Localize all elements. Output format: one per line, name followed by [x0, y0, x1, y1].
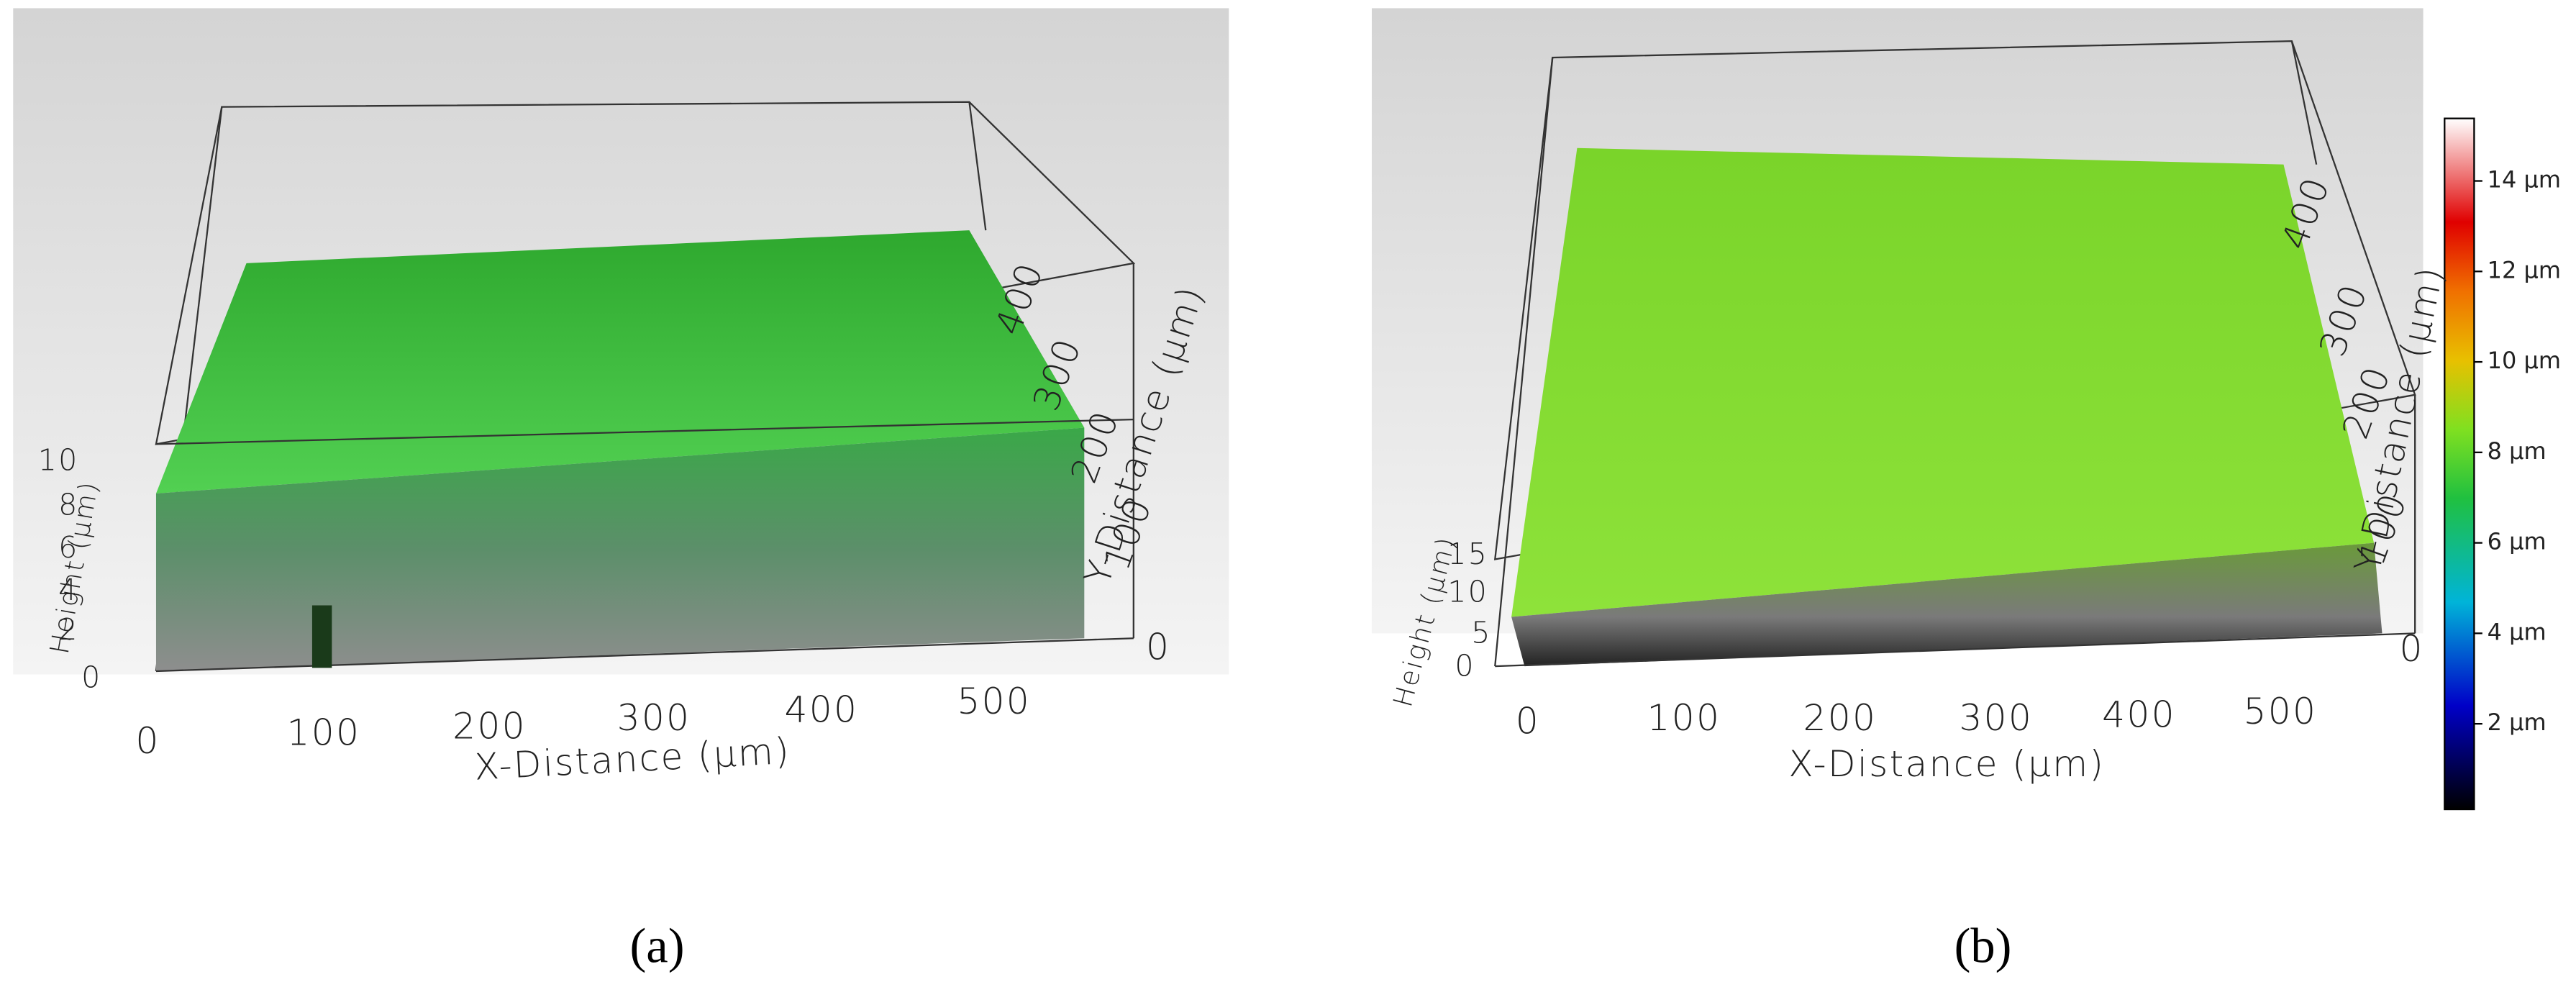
- panel-b-plot: [1371, 8, 2423, 668]
- x-tick-label: 300: [617, 696, 691, 739]
- z-tick-label: 0: [1455, 648, 1475, 683]
- y-tick-label: 0: [1146, 626, 1170, 668]
- z-tick-label: 15: [1447, 537, 1488, 571]
- x-tick-label: 200: [1803, 696, 1877, 739]
- z-tick-label: 10: [1447, 574, 1488, 609]
- x-tick-label: 0: [1516, 700, 1540, 742]
- z-tick-label: 5: [1471, 616, 1491, 650]
- x-tick-label: 0: [135, 719, 160, 762]
- x-tick-label: 100: [287, 711, 361, 754]
- x-tick-label: 500: [2244, 690, 2318, 732]
- x-axis-title: X-Distance (μm): [1788, 742, 2105, 785]
- panel-label: (a): [630, 918, 685, 973]
- colorbar-label: 12 μm: [2488, 256, 2561, 283]
- x-tick-label: 200: [452, 704, 527, 747]
- x-tick-label: 500: [957, 680, 1031, 722]
- colorbar-label: 10 μm: [2488, 347, 2561, 374]
- x-tick-label: 400: [785, 688, 859, 731]
- z-tick-label: 8: [58, 487, 78, 522]
- x-tick-label: 100: [1647, 696, 1721, 739]
- z-tick-label: 4: [58, 573, 78, 607]
- colorbar-label: 14 μm: [2488, 166, 2561, 194]
- colorbar: [2423, 90, 2572, 826]
- z-tick-label: 2: [58, 612, 78, 647]
- panel-label: (b): [1954, 918, 2012, 973]
- colorbar-label: 6 μm: [2488, 528, 2547, 555]
- colorbar-label: 4 μm: [2488, 618, 2547, 645]
- colorbar-label: 2 μm: [2488, 709, 2547, 736]
- z-tick-label: 0: [81, 660, 101, 694]
- panel-a-plot: [13, 8, 1229, 675]
- x-tick-label: 300: [1959, 696, 2033, 739]
- y-tick-label: 0: [2399, 627, 2423, 670]
- z-tick-label: 10: [38, 443, 79, 478]
- colorbar-label: 8 μm: [2488, 437, 2547, 465]
- x-tick-label: 400: [2102, 693, 2176, 735]
- z-tick-label: 6: [58, 530, 78, 565]
